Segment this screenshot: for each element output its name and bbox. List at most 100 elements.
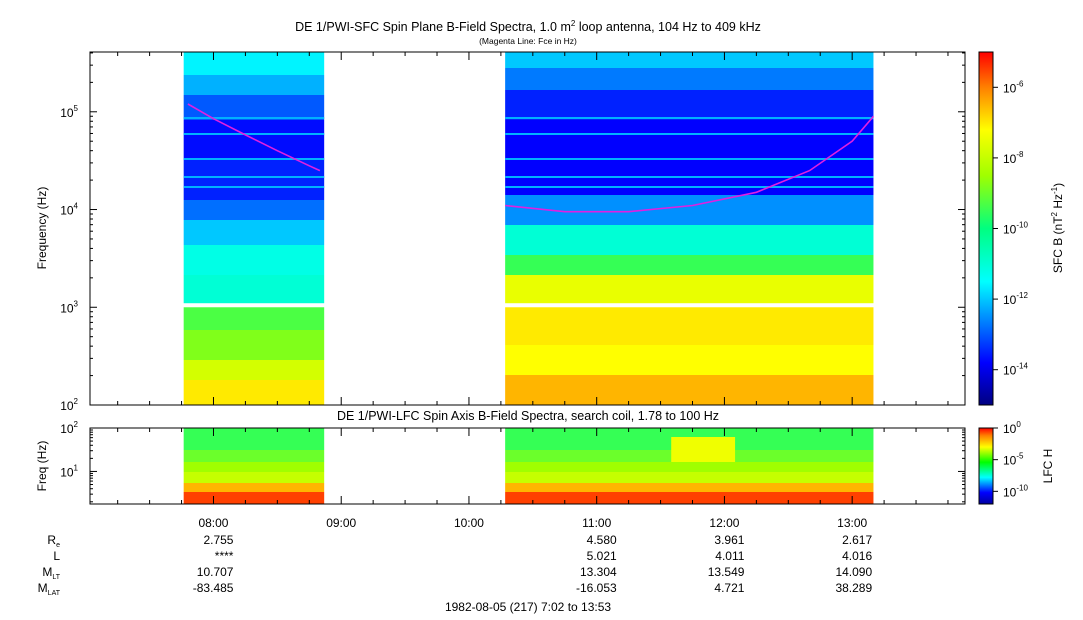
lfc-colorbar xyxy=(978,427,994,505)
sfc-cell xyxy=(183,158,325,160)
lfc-colorbar-ticks: 100 10-5 10-10 xyxy=(993,420,1028,499)
sfc-cell xyxy=(505,186,874,188)
ephemeris-value: **** xyxy=(215,549,234,563)
sfc-y-tick-label: 103 xyxy=(60,299,78,315)
time-tick-label: 13:00 xyxy=(837,516,867,530)
time-tick-label: 12:00 xyxy=(709,516,739,530)
sfc-cell xyxy=(505,225,874,255)
sfc-cell xyxy=(505,158,874,160)
sfc-cell xyxy=(505,195,874,225)
time-tick-label: 08:00 xyxy=(198,516,228,530)
ephemeris-value: 4.016 xyxy=(842,549,872,563)
ephemeris-value: 2.755 xyxy=(203,533,233,547)
sfc-cell xyxy=(183,220,325,245)
sfc-colorbar-ticks: 10-6 10-8 10-10 10-12 10-14 xyxy=(993,79,1028,378)
sfc-cell xyxy=(183,360,325,380)
ephemeris-value: 4.011 xyxy=(715,549,744,563)
lfc-cell xyxy=(505,472,874,483)
sfc-cell xyxy=(505,375,874,405)
lfc-cell xyxy=(505,462,874,472)
sfc-cell xyxy=(505,90,874,120)
time-tick-label: 10:00 xyxy=(454,516,484,530)
fce-line xyxy=(187,103,321,172)
ephemeris-value: -16.053 xyxy=(576,581,617,595)
sfc-colorbar-tick-label: 10-10 xyxy=(1003,221,1028,237)
sfc-cell xyxy=(505,133,874,135)
sfc-cell xyxy=(183,186,325,188)
sfc-y-tick-label: 104 xyxy=(60,202,78,218)
lfc-cell xyxy=(505,492,874,504)
sfc-cell xyxy=(183,176,325,178)
ephemeris-label: Re xyxy=(47,533,60,549)
ephemeris-value: 38.289 xyxy=(835,581,872,595)
footer-date: 1982-08-05 (217) 7:02 to 13:53 xyxy=(445,600,611,614)
sfc-y-label: Frequency (Hz) xyxy=(35,187,49,270)
sfc-cell xyxy=(183,200,325,220)
lfc-y-label: Freq (Hz) xyxy=(35,441,49,492)
sfc-cell xyxy=(183,307,325,330)
lfc-cell xyxy=(183,462,325,472)
sfc-cell xyxy=(183,133,325,135)
lfc-cell xyxy=(183,437,325,450)
sfc-cell xyxy=(183,275,325,304)
lfc-cell xyxy=(671,437,736,462)
lfc-cell xyxy=(183,450,325,462)
ephemeris-values: 2.755 **** 10.707 -83.485 4.580 5.021 13.304 -1… xyxy=(193,533,873,595)
sfc-colorbar-tick-label: 10-14 xyxy=(1003,362,1028,378)
ephemeris-value: 2.617 xyxy=(842,533,872,547)
sfc-subtitle: (Magenta Line: Fce in Hz) xyxy=(479,36,577,46)
sfc-colorbar xyxy=(978,51,994,406)
lfc-colorbar-tick-label: 10-5 xyxy=(1003,452,1024,468)
sfc-colorbar-tick-label: 10-8 xyxy=(1003,150,1024,166)
sfc-cell xyxy=(505,68,874,90)
sfc-cell xyxy=(505,117,874,119)
sfc-cell xyxy=(505,120,874,195)
sfc-y-tick-label: 102 xyxy=(60,397,78,413)
sfc-cell xyxy=(183,52,325,75)
sfc-cell xyxy=(183,380,325,405)
sfc-y-tick-label: 105 xyxy=(60,104,78,120)
sfc-cell xyxy=(183,245,325,275)
sfc-cell xyxy=(183,75,325,95)
sfc-cell xyxy=(505,345,874,375)
ephemeris-value: 10.707 xyxy=(197,565,234,579)
sfc-spectrogram xyxy=(183,52,875,405)
lfc-cell xyxy=(183,492,325,504)
ephemeris-label: MLAT xyxy=(38,581,61,597)
lfc-colorbar-tick-label: 10-10 xyxy=(1003,483,1028,499)
ephemeris-value: 3.961 xyxy=(714,533,744,547)
lfc-plot-frame xyxy=(89,427,966,505)
lfc-spectrogram xyxy=(183,428,874,504)
ephemeris-value: -83.485 xyxy=(193,581,234,595)
sfc-cell xyxy=(183,95,325,120)
time-tick-label: 11:00 xyxy=(582,516,611,530)
time-axis: 08:00 09:00 10:00 11:00 12:00 13:00 xyxy=(117,52,949,530)
sfc-colorbar-tick-label: 10-6 xyxy=(1003,79,1024,95)
lfc-cell xyxy=(505,483,874,492)
sfc-colorbar-label: SFC B (nT2 Hz-1) xyxy=(1050,183,1065,273)
sfc-cell xyxy=(183,117,325,119)
lfc-cell xyxy=(183,483,325,492)
sfc-y-axis: 102 103 104 105 xyxy=(60,52,965,413)
ephemeris-value: 14.090 xyxy=(835,565,872,579)
ephemeris-label: L xyxy=(53,549,60,563)
time-tick-label: 09:00 xyxy=(326,516,356,530)
sfc-cell xyxy=(505,52,874,68)
sfc-colorbar-tick-label: 10-12 xyxy=(1003,291,1028,307)
lfc-y-tick-label: 101 xyxy=(60,463,78,479)
lfc-colorbar-label: LFC H xyxy=(1041,449,1055,484)
sfc-cell xyxy=(505,176,874,178)
lfc-cell xyxy=(183,472,325,483)
ephemeris-value: 13.304 xyxy=(580,565,617,579)
ephemeris-value: 4.721 xyxy=(714,581,744,595)
sfc-cell xyxy=(505,307,874,345)
lfc-cell xyxy=(505,428,874,437)
sfc-plot-frame xyxy=(89,51,966,406)
ephemeris-value: 4.580 xyxy=(587,533,617,547)
ephemeris-value: 13.549 xyxy=(708,565,745,579)
lfc-y-tick-label: 102 xyxy=(60,420,78,436)
sfc-cell xyxy=(505,255,874,275)
fce-line xyxy=(505,115,875,213)
